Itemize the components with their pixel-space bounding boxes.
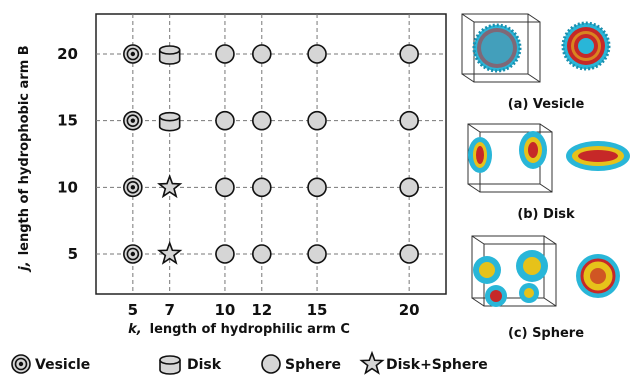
x-tick-label: 12 xyxy=(251,301,272,319)
data-point-sphere xyxy=(399,44,419,64)
legend-sphere-icon xyxy=(261,354,281,374)
x-tick-label: 7 xyxy=(164,301,174,319)
plot-frame xyxy=(95,13,447,295)
legend-label-sphere: Sphere xyxy=(285,357,341,373)
panel-disk: (b) Disk xyxy=(467,123,630,222)
sphere-cross-section-image xyxy=(576,254,620,298)
legend-vesicle-icon xyxy=(11,354,31,374)
data-point-disk xyxy=(158,45,181,65)
y-axis-label: j, length of hydrophobic arm B xyxy=(17,45,32,272)
panel-sphere: (c) Sphere xyxy=(471,235,620,341)
data-point-sphere xyxy=(215,110,235,131)
x-axis-text: length of hydrophilic arm C xyxy=(150,322,350,337)
data-point-disk-sphere xyxy=(157,240,183,265)
panel-sphere-caption: (c) Sphere xyxy=(508,326,584,341)
data-point-vesicle xyxy=(123,44,143,64)
data-point-disk xyxy=(158,111,181,132)
data-point-sphere xyxy=(251,110,272,131)
data-point-sphere xyxy=(215,44,235,64)
y-tick-label: 20 xyxy=(57,45,78,63)
data-point-sphere xyxy=(215,177,235,198)
x-tick-label: 5 xyxy=(128,301,138,319)
data-point-sphere xyxy=(215,244,235,264)
x-tick-label: 20 xyxy=(399,301,420,319)
tick-labels: 5 7 10 12 15 20 5 10 15 20 xyxy=(57,45,419,319)
panel-vesicle: (a) Vesicle xyxy=(461,13,611,112)
data-point-vesicle xyxy=(123,177,143,198)
legend-label-disk-sphere: Disk+Sphere xyxy=(386,357,488,373)
disk-aggregate-image-right xyxy=(519,131,547,169)
vesicle-cross-section-image xyxy=(561,21,611,71)
data-point-sphere xyxy=(307,177,327,198)
panel-vesicle-caption: (a) Vesicle xyxy=(508,97,585,112)
data-point-disk-sphere xyxy=(157,174,183,199)
data-point-sphere xyxy=(251,44,272,64)
data-point-vesicle xyxy=(123,110,143,131)
legend-star-icon xyxy=(359,350,385,375)
y-axis-variable: j, xyxy=(17,261,32,272)
disk-side-view-image xyxy=(566,141,630,171)
data-point-sphere xyxy=(307,110,327,131)
legend-disk-icon xyxy=(159,355,181,375)
x-tick-label: 10 xyxy=(215,301,236,319)
data-point-sphere xyxy=(399,177,419,198)
data-markers xyxy=(123,44,419,265)
y-tick-label: 5 xyxy=(68,245,78,263)
x-axis-label: k, length of hydrophilic arm C xyxy=(128,322,350,337)
data-point-sphere xyxy=(251,177,272,198)
panel-disk-caption: (b) Disk xyxy=(517,207,575,222)
legend: Vesicle Disk Sphere Disk+Sphere xyxy=(11,350,488,375)
legend-label-vesicle: Vesicle xyxy=(35,357,90,373)
data-point-sphere xyxy=(307,244,327,264)
sphere-aggregates-image xyxy=(473,250,548,307)
y-axis-text: length of hydrophobic arm B xyxy=(17,45,32,255)
y-tick-label: 10 xyxy=(57,178,78,196)
x-axis-variable: k, xyxy=(128,322,142,337)
panel-vesicle-box xyxy=(461,13,541,83)
y-tick-label: 15 xyxy=(57,112,78,130)
data-point-vesicle xyxy=(123,244,143,264)
disk-aggregate-image-left xyxy=(468,137,492,173)
data-point-sphere xyxy=(399,244,419,264)
data-point-sphere xyxy=(307,44,327,64)
legend-label-disk: Disk xyxy=(187,357,222,373)
vesicle-sphere-image xyxy=(472,23,522,73)
x-tick-label: 15 xyxy=(307,301,328,319)
data-point-sphere xyxy=(399,110,419,131)
data-point-sphere xyxy=(251,244,272,264)
